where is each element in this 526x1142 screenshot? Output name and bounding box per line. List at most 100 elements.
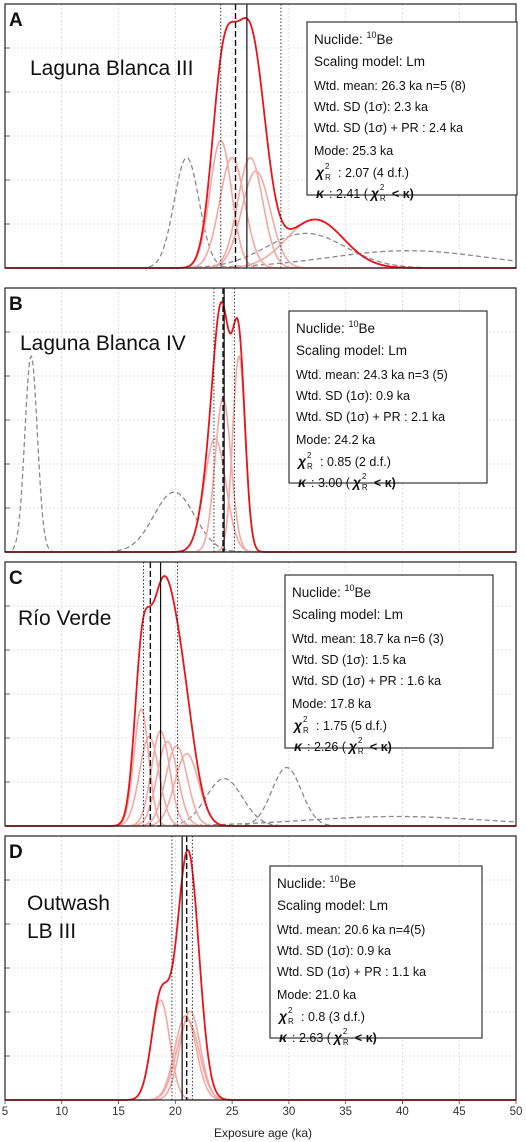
chi-value: : 2.07 (4 d.f.) <box>338 166 409 180</box>
x-tick-label: 20 <box>169 1106 182 1118</box>
nuclide-line: Nuclide: 10Be <box>292 583 371 600</box>
outlier-curve <box>5 232 516 269</box>
x-axis-label: Exposure age (ka) <box>213 1126 313 1140</box>
info-box: Nuclide: 10Be Scaling model: Lm Wtd. mean:… <box>306 21 518 203</box>
x-tick-label: 15 <box>112 1106 125 1118</box>
x-tick-label: 5 <box>2 1106 8 1118</box>
nuclide-sup: 10 <box>330 874 340 884</box>
info-box: Nuclide: 10Be Scaling model: Lm Wtd. mean:… <box>288 310 488 492</box>
panel-letter: D <box>9 842 23 863</box>
chi-sup: 2 <box>307 451 312 460</box>
sample-curve <box>5 735 516 827</box>
kappa-value: : 3.00 ( <box>311 476 351 490</box>
panel-letter: B <box>9 294 23 315</box>
panel-frame <box>4 287 517 553</box>
chi-sub-cmp: R <box>380 194 386 203</box>
nuclide-line: Nuclide: 10Be <box>296 319 375 336</box>
x-axis: 5 10 15 20 25 30 35 40 45 50 <box>2 1100 523 1118</box>
chi-symbol: χ <box>296 453 307 469</box>
site-name: Laguna Blanca IV <box>20 332 186 355</box>
panel-frame <box>4 835 517 1101</box>
chi-sup: 2 <box>303 715 308 724</box>
panel-d: D Outwash LB III Nuclide: 10Be Scaling model… <box>4 835 517 1101</box>
wtd-sd: Wtd. SD (1σ): 1.5 ka <box>292 653 406 667</box>
outlier-curve <box>5 777 516 827</box>
wtd-sd: Wtd. SD (1σ): 2.3 ka <box>314 100 428 114</box>
mode-value: Mode: 21.0 ka <box>277 988 356 1002</box>
kappa-value: : 2.26 ( <box>307 740 347 754</box>
wtd-mean: Wtd. mean: 20.6 ka n=4(5) <box>277 923 425 937</box>
chi-value: : 0.8 (3 d.f.) <box>301 1010 365 1024</box>
info-box-frame <box>306 21 518 196</box>
site-name: LB III <box>27 920 76 943</box>
nuclide-element: Be <box>359 321 376 336</box>
wtd-sd-pr: Wtd. SD (1σ) + PR : 2.4 ka <box>314 121 463 135</box>
nuclide-element: Be <box>377 32 394 47</box>
panel-c: C Río Verde Nuclide: 10Be Scaling model: Lm… <box>4 561 517 827</box>
chi-sub-cmp: R <box>358 747 364 756</box>
nuclide-sup: 10 <box>349 319 359 329</box>
kappa-value: : 2.63 ( <box>292 1031 332 1045</box>
site-name: Outwash <box>27 892 110 915</box>
chi-sup: 2 <box>325 162 330 171</box>
scaling-model: Scaling model: Lm <box>314 54 425 69</box>
scaling-model: Scaling model: Lm <box>292 607 403 622</box>
x-tick-label: 25 <box>226 1106 239 1118</box>
chi-sup-cmp: 2 <box>343 1027 348 1036</box>
chi-sub: R <box>325 173 331 182</box>
x-tick-label: 30 <box>282 1106 295 1118</box>
panel-b: B Laguna Blanca IV Nuclide: 10Be Scaling mo… <box>4 287 517 553</box>
kappa-symbol: κ <box>298 474 307 490</box>
kappa-compare: < κ) <box>374 476 396 490</box>
wtd-mean: Wtd. mean: 26.3 ka n=5 (8) <box>314 79 466 93</box>
nuclide-element: Be <box>340 876 357 891</box>
chi-sub: R <box>288 1017 294 1026</box>
info-box-frame <box>269 865 483 1039</box>
nuclide-sup: 10 <box>367 30 377 40</box>
chi-sub-cmp: R <box>362 483 368 492</box>
chi-symbol-cmp: χ <box>369 185 380 201</box>
kappa-compare: < κ) <box>355 1031 377 1045</box>
info-box: Nuclide: 10Be Scaling model: Lm Wtd. mean:… <box>269 865 483 1047</box>
info-box: Nuclide: 10Be Scaling model: Lm Wtd. mean:… <box>284 574 494 756</box>
wtd-mean: Wtd. mean: 18.7 ka n=6 (3) <box>292 632 444 646</box>
x-tick-label: 35 <box>339 1106 352 1118</box>
chi-sup-cmp: 2 <box>380 183 385 192</box>
chi-sup: 2 <box>288 1006 293 1015</box>
chi-value: : 0.85 (2 d.f.) <box>320 455 391 469</box>
wtd-sd: Wtd. SD (1σ): 0.9 ka <box>277 944 391 958</box>
chi-symbol-cmp: χ <box>351 474 362 490</box>
panel-letter: C <box>9 568 23 589</box>
chi-sup-cmp: 2 <box>358 736 363 745</box>
x-tick-label: 40 <box>396 1106 409 1118</box>
wtd-sd-pr: Wtd. SD (1σ) + PR : 2.1 ka <box>296 410 445 424</box>
x-tick-label: 50 <box>510 1106 523 1118</box>
info-box-frame <box>284 574 494 749</box>
chi-sup-cmp: 2 <box>362 472 367 481</box>
kappa-symbol: κ <box>279 1029 288 1045</box>
sample-curve <box>5 218 516 269</box>
kappa-symbol: κ <box>316 185 325 201</box>
nuclide-element: Be <box>355 585 372 600</box>
chi-symbol-cmp: χ <box>347 738 358 754</box>
wtd-sd: Wtd. SD (1σ): 0.9 ka <box>296 389 410 403</box>
kappa-compare: < κ) <box>392 187 414 201</box>
nuclide-line: Nuclide: 10Be <box>277 874 356 891</box>
site-name: Río Verde <box>18 607 111 630</box>
scaling-model: Scaling model: Lm <box>296 343 407 358</box>
nuclide-line: Nuclide: 10Be <box>314 30 393 47</box>
x-tick-label: 10 <box>55 1106 68 1118</box>
chi-sub-cmp: R <box>343 1038 349 1047</box>
outlier-curve <box>5 815 517 827</box>
nuclide-sup: 10 <box>345 583 355 593</box>
site-name: Laguna Blanca III <box>30 57 193 80</box>
chi-symbol: χ <box>277 1008 288 1024</box>
x-tick-label: 45 <box>453 1106 466 1118</box>
chi-value: : 1.75 (5 d.f.) <box>316 719 387 733</box>
mode-value: Mode: 25.3 ka <box>314 144 393 158</box>
chi-sub: R <box>303 726 309 735</box>
outlier-curve <box>5 491 516 553</box>
chi-symbol-cmp: χ <box>332 1029 343 1045</box>
outlier-curve <box>5 250 517 269</box>
